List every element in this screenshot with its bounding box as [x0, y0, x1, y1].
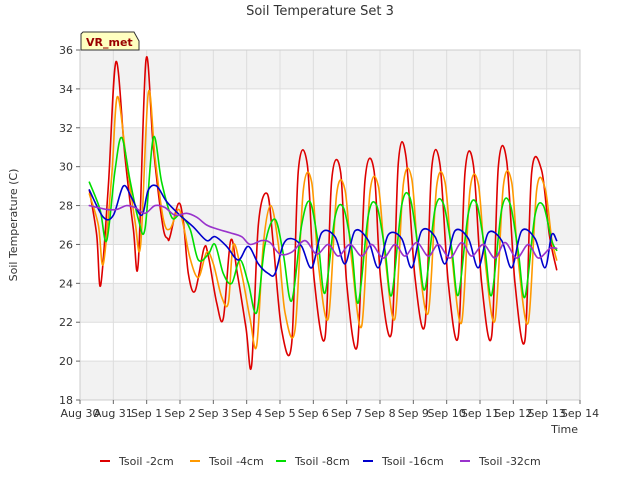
y-tick-label: 18 — [59, 394, 73, 407]
x-tick-label: Sep 6 — [298, 407, 329, 420]
y-tick-label: 36 — [59, 44, 73, 57]
y-tick-label: 32 — [59, 122, 73, 135]
x-axis-label: Time — [550, 423, 578, 436]
x-tick-label: Sep 7 — [331, 407, 362, 420]
legend-label: Tsoil -8cm — [294, 455, 350, 468]
chart-title: Soil Temperature Set 3 — [246, 4, 394, 19]
series-line-4 — [88, 184, 558, 277]
series-layer — [88, 56, 558, 370]
y-axis-label: Soil Temperature (C) — [7, 169, 20, 282]
background-band — [80, 50, 580, 89]
annotation-box-shape — [80, 31, 140, 51]
legend-label: Tsoil -2cm — [118, 455, 174, 468]
x-tick-label: Sep 13 — [528, 407, 566, 420]
legend: Tsoil -2cm Tsoil -4cm Tsoil -8cm Tsoil -16c… — [100, 455, 541, 468]
series-line-1 — [88, 56, 558, 370]
background-band — [80, 361, 580, 400]
x-tick-label: Sep 11 — [461, 407, 499, 420]
y-tick-label: 24 — [59, 277, 73, 290]
y-tick-label: 26 — [59, 238, 73, 251]
x-tick-label: Sep 9 — [398, 407, 429, 420]
x-tick-label: Aug 30 — [61, 407, 100, 420]
legend-label: Tsoil -32cm — [478, 455, 541, 468]
y-tick-label: 28 — [59, 200, 73, 213]
series-line-5 — [88, 204, 558, 259]
x-tick-label: Sep 1 — [131, 407, 162, 420]
y-axis-ticks: 18 20 22 24 26 28 30 32 34 36 — [59, 44, 80, 407]
annotation-box: VR_met — [80, 31, 140, 51]
legend-label: Tsoil -4cm — [208, 455, 264, 468]
y-tick-label: 22 — [59, 316, 73, 329]
legend-label: Tsoil -16cm — [381, 455, 444, 468]
series-line-3 — [88, 135, 558, 315]
x-tick-label: Sep 14 — [561, 407, 599, 420]
background-band — [80, 127, 580, 167]
x-tick-label: Sep 4 — [231, 407, 262, 420]
plot-area — [79, 49, 581, 401]
annotation-label: VR_met — [86, 36, 133, 49]
x-tick-label: Sep 5 — [264, 407, 295, 420]
x-tick-label: Sep 10 — [428, 407, 466, 420]
x-tick-label: Sep 2 — [164, 407, 195, 420]
x-tick-label: Sep 8 — [364, 407, 395, 420]
y-tick-label: 20 — [59, 355, 73, 368]
x-tick-label: Aug 31 — [94, 407, 133, 420]
x-tick-label: Sep 12 — [494, 407, 532, 420]
y-tick-label: 30 — [59, 161, 73, 174]
x-tick-label: Sep 3 — [198, 407, 229, 420]
y-tick-label: 34 — [59, 83, 73, 96]
series-line-2 — [88, 89, 558, 350]
